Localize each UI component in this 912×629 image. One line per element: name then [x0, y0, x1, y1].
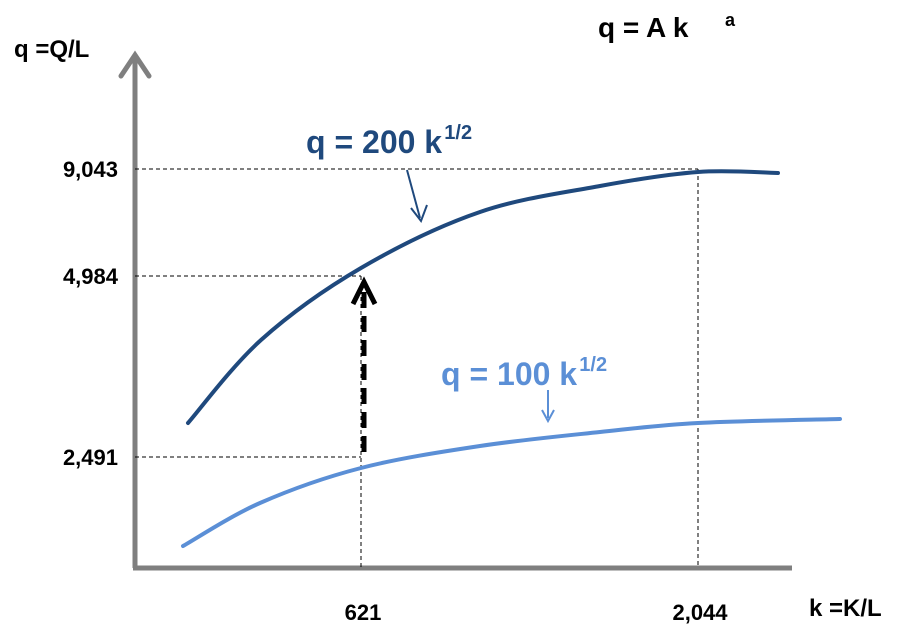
y-tick-label: 4,984 — [63, 264, 119, 289]
series-layer: q = 200 k 1/2q = 100 k 1/2 — [181, 122, 842, 548]
series-line-2 — [181, 417, 842, 548]
chart-title-superscript: a — [725, 10, 736, 30]
y-tick-label: 9,043 — [63, 157, 118, 182]
x-axis-label: k =K/L — [809, 595, 882, 622]
series-pointer-1 — [406, 169, 421, 219]
series-label-superscript-1: 1/2 — [444, 122, 472, 144]
series-label-2: q = 100 k — [441, 356, 577, 392]
chart-title: q = A k — [598, 12, 689, 43]
y-tick-label: 2,491 — [63, 445, 118, 470]
x-tick-label: 2,044 — [672, 600, 728, 625]
annotation-layer — [350, 276, 378, 452]
x-tick-label: 621 — [345, 600, 382, 625]
y-axis-arrowhead — [118, 50, 152, 79]
series-label-1: q = 200 k — [306, 124, 442, 160]
y-axis-label: q =Q/L — [14, 36, 89, 63]
guide-lines — [135, 168, 699, 568]
series-pointer-head-2 — [541, 409, 555, 424]
series-line-1 — [186, 169, 780, 425]
tick-labels: 9,043 4,984 2,491 621 2,044 — [63, 157, 728, 625]
series-label-superscript-2: 1/2 — [579, 354, 607, 376]
increase-arrow-head — [350, 276, 378, 306]
series-pointer-head-1 — [410, 204, 428, 224]
